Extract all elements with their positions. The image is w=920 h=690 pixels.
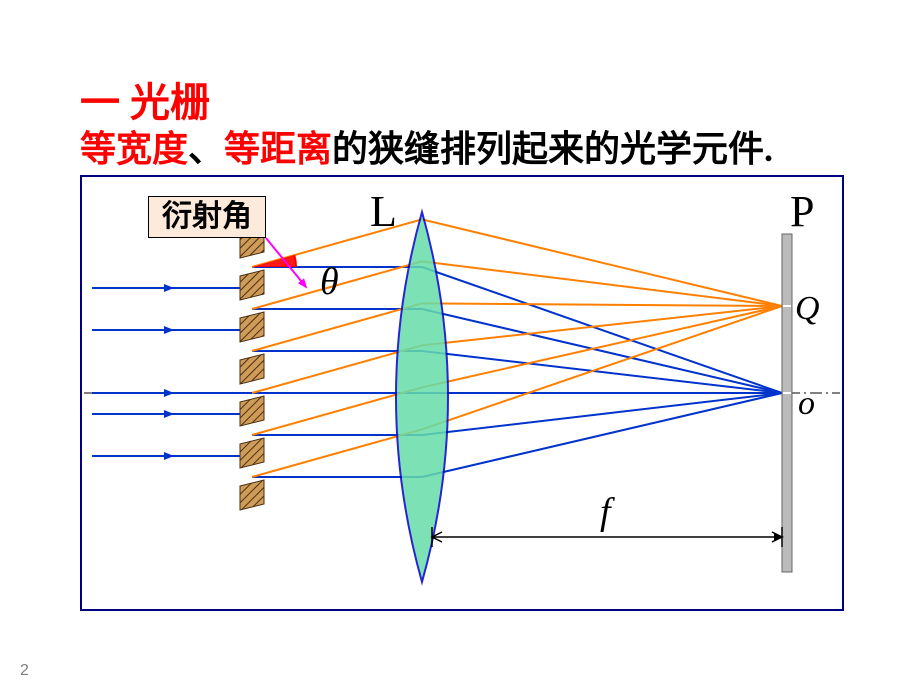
diagram-frame (80, 175, 844, 611)
subtitle-run: 、 (188, 129, 224, 169)
slide: 一 光栅 等宽度、等距离的狭缝排列起来的光学元件. 衍射角 L P Q o θ … (0, 0, 920, 690)
point-Q-label: Q (795, 290, 820, 328)
diffraction-angle-label: 衍射角 (148, 196, 266, 238)
focal-length-label: f (600, 490, 611, 534)
subtitle-run: 等距离 (224, 129, 332, 169)
diffraction-angle-text: 衍射角 (162, 200, 252, 233)
subtitle-run: 等宽度 (80, 129, 188, 169)
optics-diagram (82, 177, 842, 609)
screen-label-P: P (790, 186, 814, 237)
subtitle-run: 的狭缝排列起来的光学元件. (332, 129, 773, 169)
page-number: 2 (20, 662, 29, 680)
point-O-label: o (798, 385, 815, 423)
lens-label-L: L (370, 186, 397, 237)
theta-label: θ (320, 260, 339, 304)
subtitle: 等宽度、等距离的狭缝排列起来的光学元件. (80, 120, 773, 172)
